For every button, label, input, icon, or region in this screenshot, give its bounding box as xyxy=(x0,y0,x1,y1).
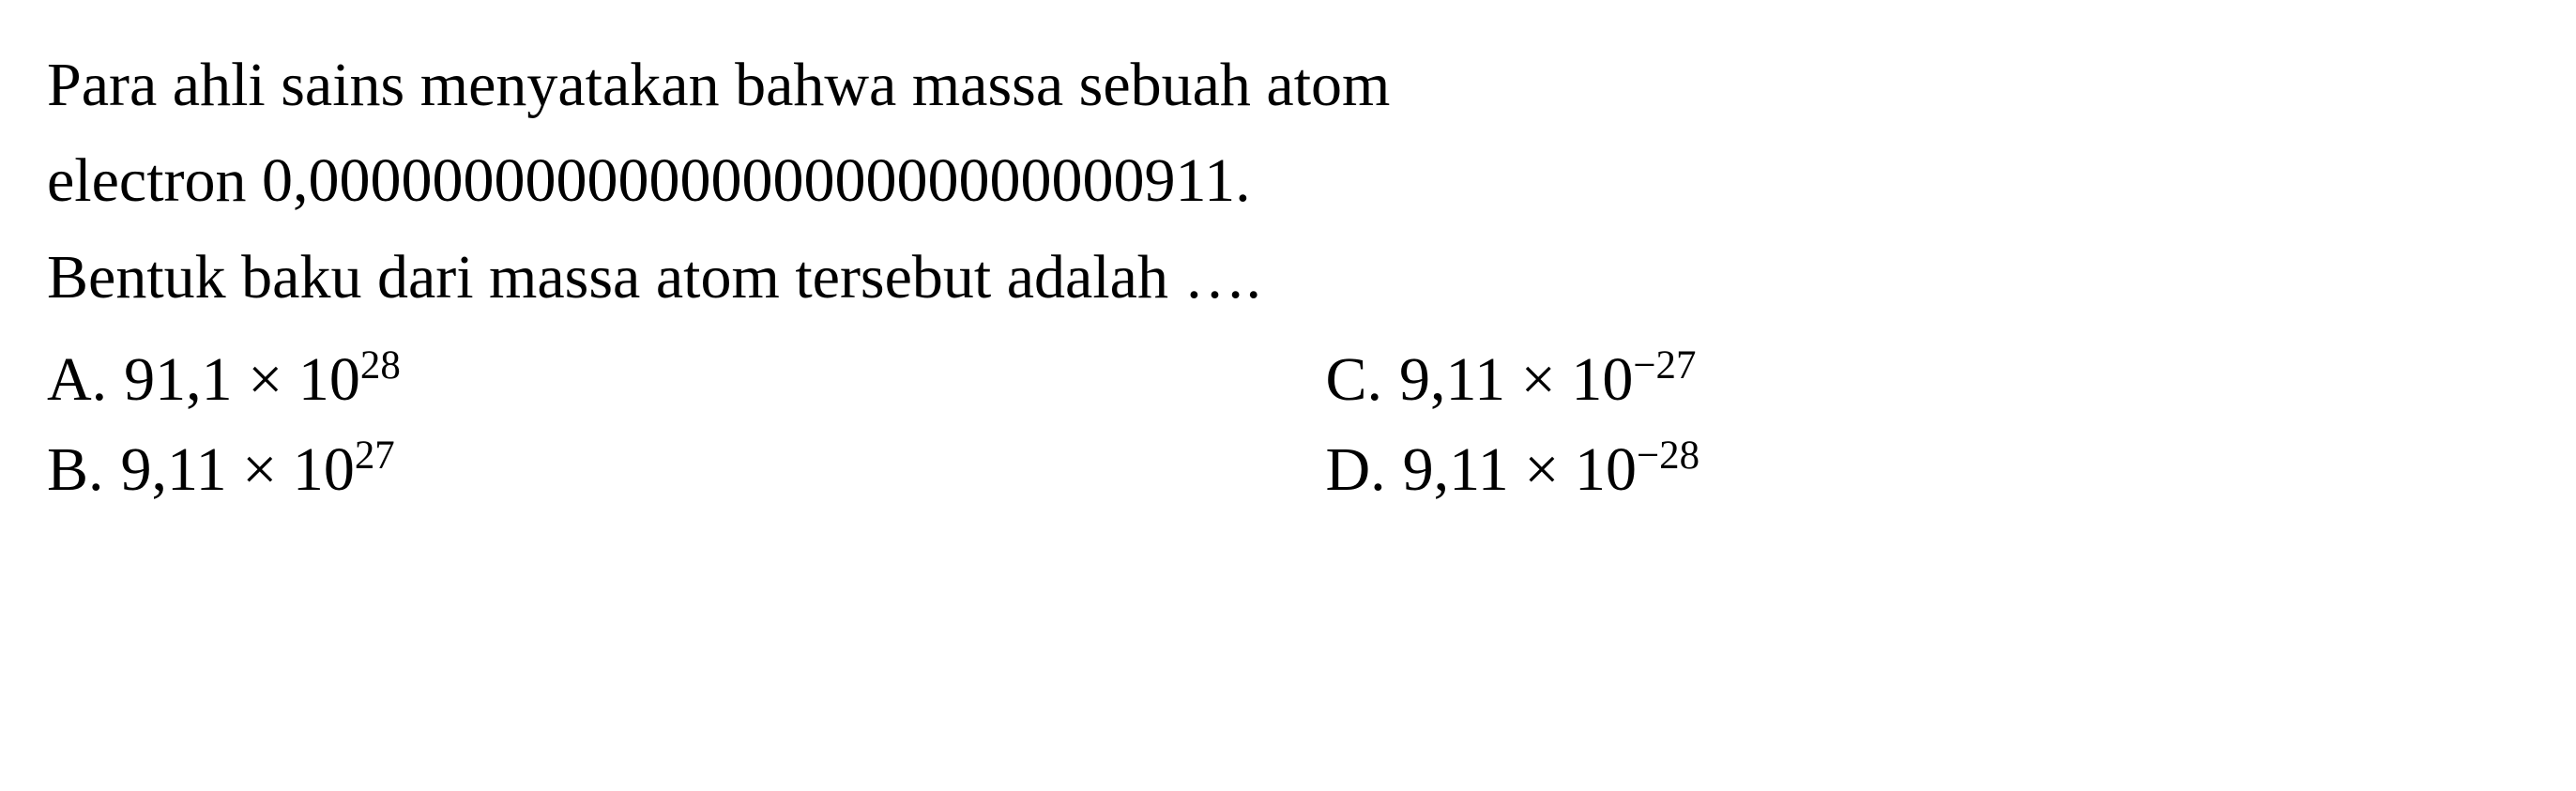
option-d-coef: 9,11 xyxy=(1403,435,1509,504)
option-a-times: × 10 xyxy=(233,345,360,414)
question-line-2: electron 0,00000000000000000000000000091… xyxy=(47,146,1251,215)
option-b-letter: B. xyxy=(47,434,104,506)
question-line-1: Para ahli sains menyatakan bahwa massa s… xyxy=(47,51,1390,119)
option-d-exp: −28 xyxy=(1637,434,1700,478)
question-block: Para ahli sains menyatakan bahwa massa s… xyxy=(47,38,2529,326)
option-a: A. 91,1 × 1028 xyxy=(47,344,1251,416)
option-c: C. 9,11 × 10−27 xyxy=(1326,344,2530,416)
option-a-exp: 28 xyxy=(360,343,401,388)
option-b-coef: 9,11 xyxy=(121,435,227,504)
question-line-3: Bentuk baku dari massa atom tersebut ada… xyxy=(47,243,1261,312)
option-b-exp: 27 xyxy=(355,434,395,478)
option-b: B. 9,11 × 1027 xyxy=(47,434,1251,506)
option-c-letter: C. xyxy=(1326,344,1383,416)
option-b-value: 9,11 × 1027 xyxy=(121,434,395,506)
options-grid: A. 91,1 × 1028 C. 9,11 × 10−27 B. 9,11 ×… xyxy=(47,344,2529,506)
option-b-times: × 10 xyxy=(227,435,355,504)
option-d-letter: D. xyxy=(1326,434,1386,506)
option-d-times: × 10 xyxy=(1509,435,1637,504)
option-c-value: 9,11 × 10−27 xyxy=(1399,344,1696,416)
option-a-coef: 91,1 xyxy=(124,345,233,414)
option-a-value: 91,1 × 1028 xyxy=(124,344,401,416)
option-c-coef: 9,11 xyxy=(1399,345,1505,414)
option-d-value: 9,11 × 10−28 xyxy=(1403,434,1700,506)
option-c-times: × 10 xyxy=(1505,345,1633,414)
option-c-exp: −27 xyxy=(1633,343,1696,388)
option-d: D. 9,11 × 10−28 xyxy=(1326,434,2530,506)
option-a-letter: A. xyxy=(47,344,107,416)
